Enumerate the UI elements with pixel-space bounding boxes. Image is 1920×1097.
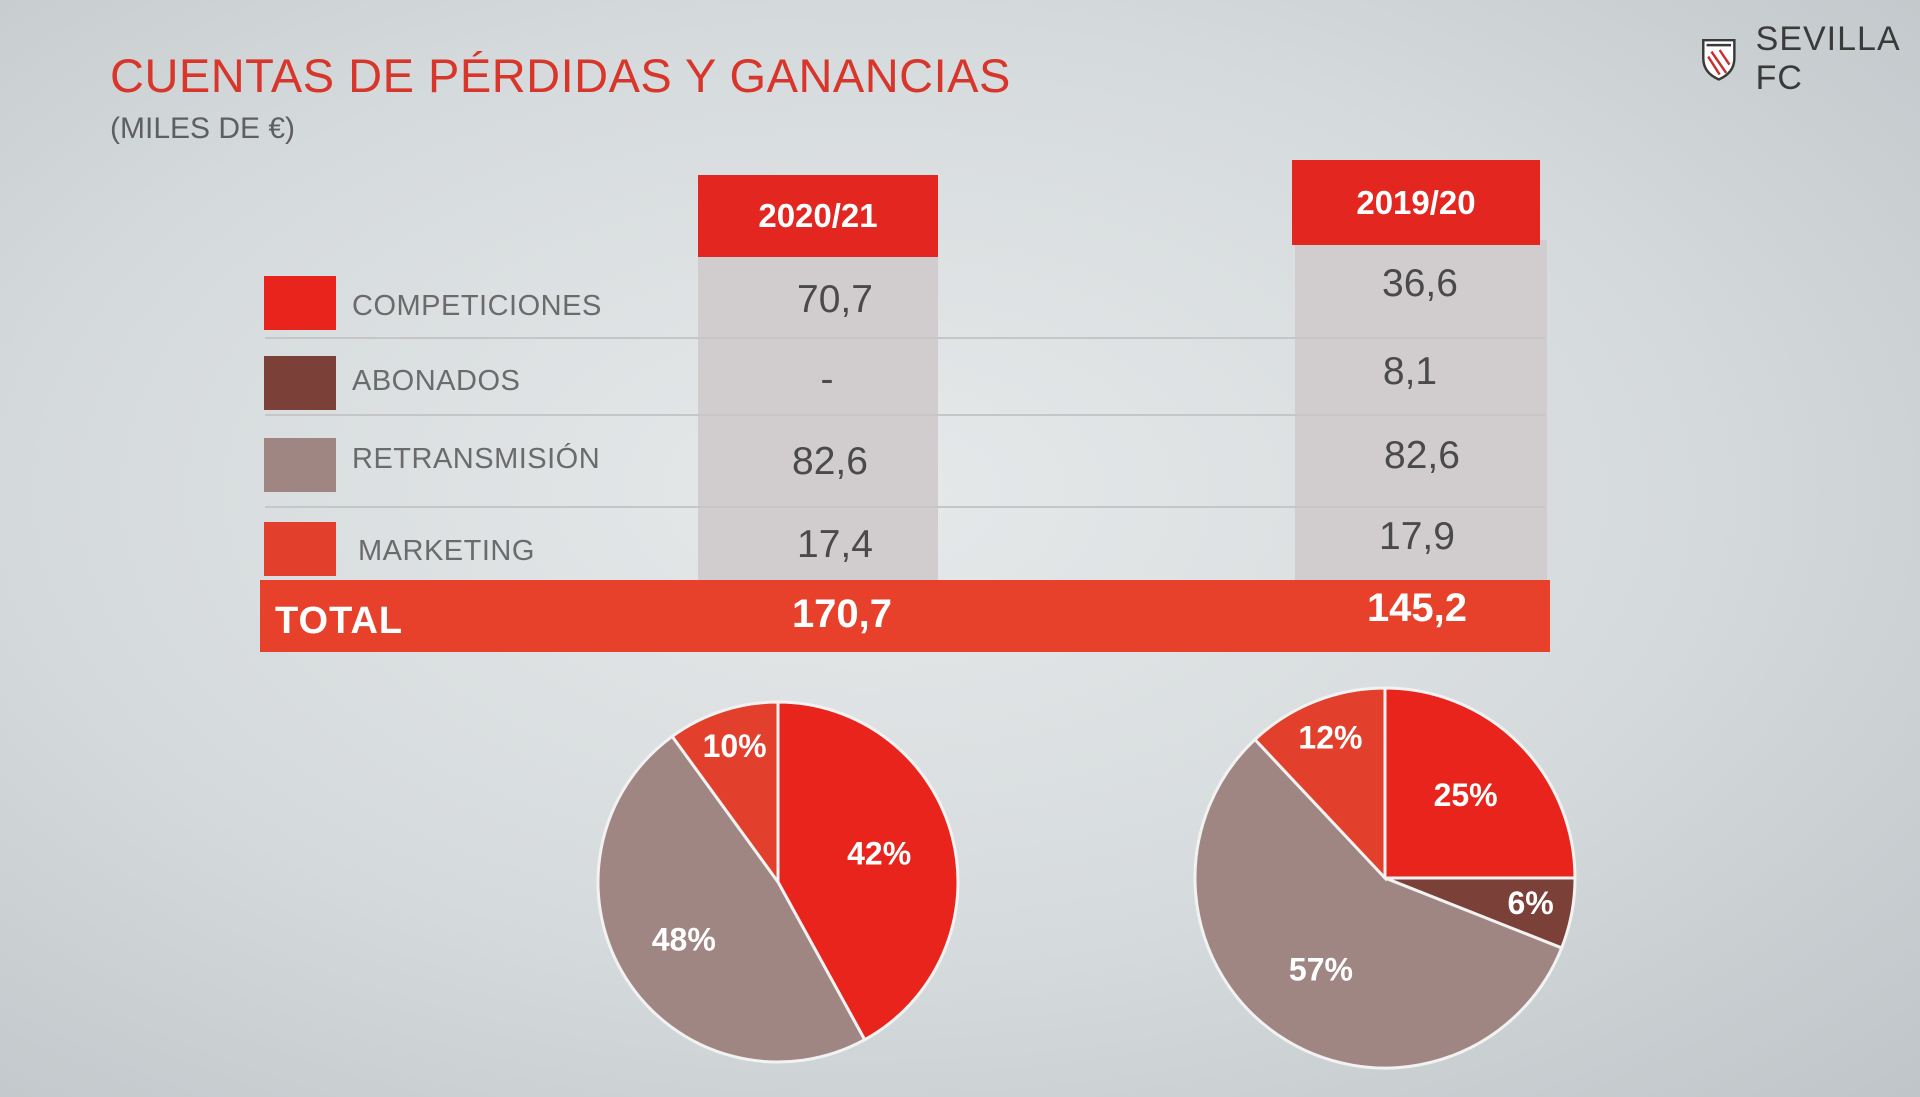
pie-2-slice-competiciones xyxy=(1383,686,1577,880)
legend-swatch-retransmision xyxy=(264,438,336,492)
total-bar xyxy=(260,580,1550,652)
pie-2-label-competiciones: 25% xyxy=(1434,777,1498,813)
pie-2-slice-marketing xyxy=(1252,686,1387,882)
club-crest-icon xyxy=(1702,38,1736,81)
row-separator xyxy=(265,337,1545,339)
cell-retransmision-2019-20: 82,6 xyxy=(1384,434,1460,477)
row-separator xyxy=(265,506,1545,508)
cell-abonados-2019-20: 8,1 xyxy=(1382,350,1438,393)
cell-marketing-2020-21: 17,4 xyxy=(797,523,873,566)
row-separator xyxy=(265,414,1545,416)
column-bg-2020-21 xyxy=(698,255,938,585)
total-label: TOTAL xyxy=(275,600,404,642)
column-bg-2019-20 xyxy=(1295,240,1547,585)
cell-retransmision-2020-21: 82,6 xyxy=(792,440,868,483)
logo-text: SEVILLA FC xyxy=(1755,20,1899,97)
pie-2-label-retransmision: 57% xyxy=(1289,952,1353,988)
pie-1-slice-retransmision xyxy=(596,734,867,1064)
legend-swatch-competiciones xyxy=(264,276,336,330)
cell-marketing-2019-20: 17,9 xyxy=(1379,515,1455,558)
pie-2-slice-retransmision xyxy=(1193,737,1564,1070)
legend-swatch-marketing xyxy=(264,522,336,576)
pie-1-label-competiciones: 42% xyxy=(847,835,911,871)
row-label-competiciones: COMPETICIONES xyxy=(352,290,602,322)
page-subtitle: (MILES DE €) xyxy=(110,112,296,145)
total-2020-21: 170,7 xyxy=(791,592,893,636)
cell-competiciones-2019-20: 36,6 xyxy=(1382,262,1458,305)
total-2019-20: 145,2 xyxy=(1366,586,1468,630)
pie-1-slice-competiciones xyxy=(776,700,960,1042)
row-label-retransmision: RETRANSMISIÓN xyxy=(352,443,601,475)
pie-2-label-marketing: 12% xyxy=(1298,720,1362,756)
pie-1-label-retransmision: 48% xyxy=(652,921,716,957)
cell-competiciones-2020-21: 70,7 xyxy=(797,278,873,321)
legend-swatch-abonados xyxy=(264,356,336,410)
pie-1-label-marketing: 10% xyxy=(703,728,767,764)
club-logo: SEVILLA FC xyxy=(1700,20,1920,98)
page-title: CUENTAS DE PÉRDIDAS Y GANANCIAS xyxy=(110,49,1011,102)
row-label-marketing: MARKETING xyxy=(358,535,535,567)
column-header-2019-20: 2019/20 xyxy=(1292,160,1540,245)
column-header-2020-21: 2020/21 xyxy=(698,175,938,257)
row-label-abonados: ABONADOS xyxy=(352,365,521,397)
pie-2-label-abonados: 6% xyxy=(1507,885,1553,921)
cell-abonados-2020-21: - xyxy=(820,358,834,401)
pie-1-slice-marketing xyxy=(670,700,780,887)
